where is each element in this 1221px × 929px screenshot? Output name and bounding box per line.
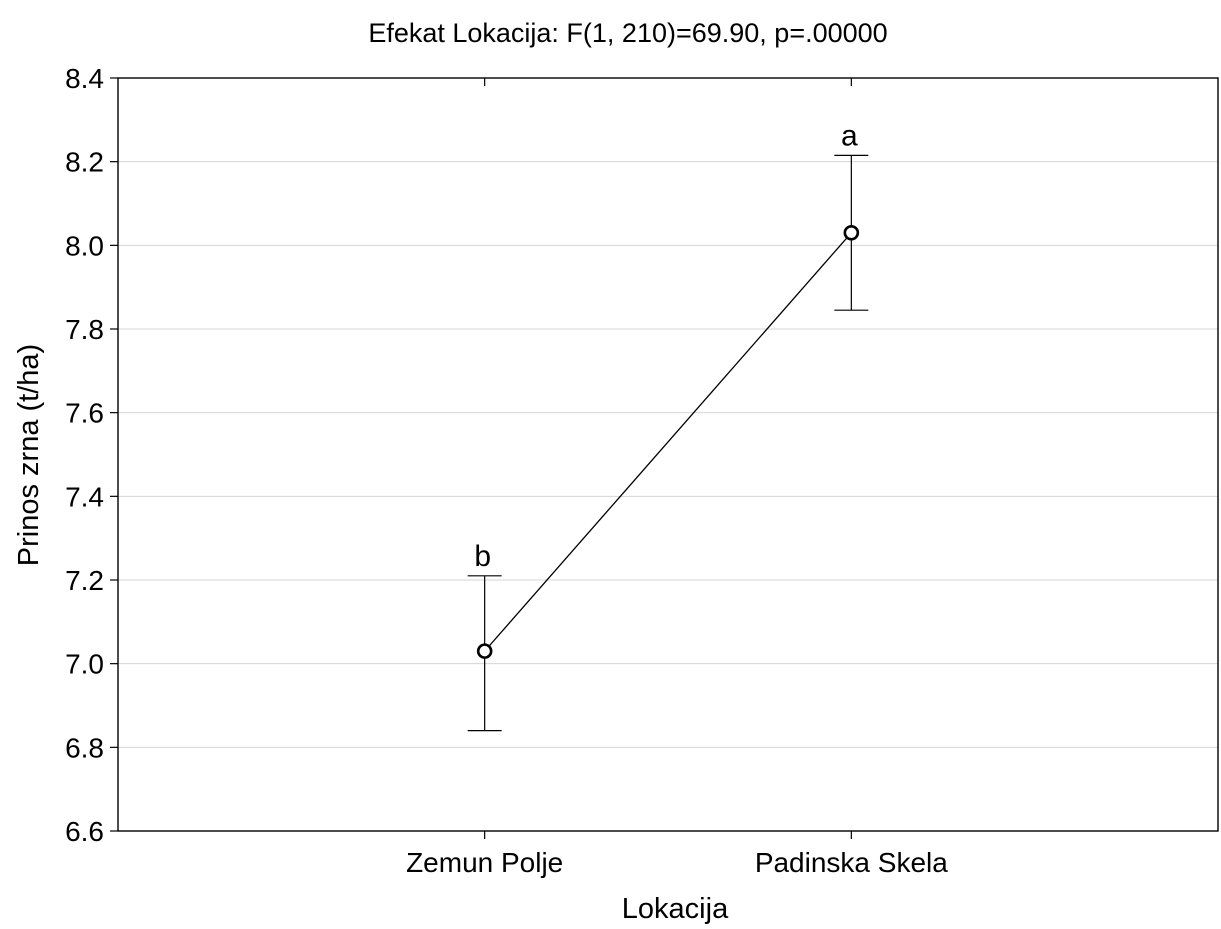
chart-title: Efekat Lokacija: F(1, 210)=69.90, p=.000… <box>368 18 887 48</box>
y-tick-label: 8.4 <box>65 63 104 94</box>
y-axis-label: Prinos zrna (t/ha) <box>13 344 45 566</box>
y-tick-label: 7.2 <box>65 565 104 596</box>
plot-frame <box>117 77 1219 832</box>
point-label: b <box>474 540 491 573</box>
x-tick-label: Zemun Polje <box>406 847 563 878</box>
data-point <box>843 224 860 241</box>
y-tick-label: 7.8 <box>65 314 104 345</box>
y-tick-label: 6.8 <box>65 732 104 763</box>
series-line <box>484 232 852 652</box>
y-tick-label: 7.6 <box>65 398 104 429</box>
y-tick-label: 7.0 <box>65 649 104 680</box>
data-point <box>476 643 493 659</box>
x-axis-label: Lokacija <box>622 893 729 925</box>
grid-lines <box>118 161 1218 748</box>
y-tick-label: 6.6 <box>65 816 104 847</box>
series: ba <box>467 119 869 732</box>
y-tick-label: 8.0 <box>65 230 104 261</box>
y-tick-label: 8.2 <box>65 147 104 178</box>
x-tick-label: Padinska Skela <box>755 847 948 878</box>
axes: 6.6 6.8 7.0 7.2 7.4 7.6 7.8 8.0 8.2 8.4 Zemun Polj… <box>65 63 1219 878</box>
point-label: a <box>841 119 858 152</box>
y-tick-label: 7.4 <box>65 481 104 512</box>
